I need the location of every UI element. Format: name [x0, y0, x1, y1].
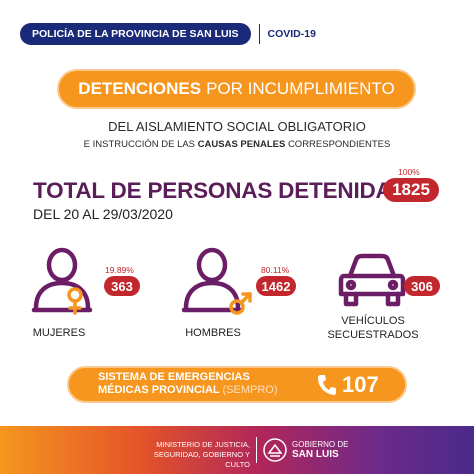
subtitle-line2: E INSTRUCCIÓN DE LAS CAUSAS PENALES CORR…	[0, 139, 474, 150]
vehicles-label: VEHÍCULOS SECUESTRADOS	[318, 314, 428, 342]
government-label: GOBIERNO DE SAN LUIS	[292, 440, 348, 460]
ministry-line1: MINISTERIO DE JUSTICIA,	[156, 440, 250, 449]
footer-divider	[256, 437, 257, 463]
date-range: DEL 20 AL 29/03/2020	[33, 206, 173, 222]
total-percent: 100%	[398, 167, 420, 177]
phone-icon	[318, 375, 336, 395]
vehicles-label-line2: SECUESTRADOS	[327, 329, 419, 341]
title-bold: DETENCIONES	[78, 79, 202, 98]
ministry-label: MINISTERIO DE JUSTICIA, SEGURIDAD, GOBIE…	[142, 440, 250, 470]
men-badge: 1462	[256, 276, 296, 296]
subtitle-line2-bold: CAUSAS PENALES	[197, 139, 286, 150]
person-female-icon	[30, 246, 94, 325]
ministry-line2: SEGURIDAD, GOBIERNO Y CULTO	[153, 450, 250, 469]
sempro-line2: MÉDICAS PROVINCIAL (SEMPRO)	[98, 384, 277, 397]
subtitle-line2-post: CORRESPONDIENTES	[287, 139, 391, 150]
subtitle-line1: DEL AISLAMIENTO SOCIAL OBLIGATORIO	[108, 119, 366, 134]
sempro-phone-number: 107	[342, 372, 379, 397]
title-rest: POR INCUMPLIMIENTO	[206, 79, 395, 98]
header-bar: POLICÍA DE LA PROVINCIA DE SAN LUIS COVI…	[20, 23, 316, 45]
topic-label: COVID-19	[267, 28, 316, 40]
sempro-phone[interactable]: 107	[317, 372, 379, 398]
vehicles-label-line1: VEHÍCULOS	[341, 315, 405, 327]
footer-bar: MINISTERIO DE JUSTICIA, SEGURIDAD, GOBIE…	[0, 426, 474, 474]
men-label: HOMBRES	[185, 327, 241, 339]
sempro-line2-main: MÉDICAS PROVINCIAL	[98, 384, 220, 396]
sempro-tag: (SEMPRO)	[222, 384, 278, 396]
car-icon	[336, 250, 408, 315]
vehicles-badge: 306	[404, 276, 440, 296]
sempro-line1: SISTEMA DE EMERGENCIAS	[98, 371, 250, 383]
province-seal-icon	[262, 437, 288, 468]
sempro-text: SISTEMA DE EMERGENCIAS MÉDICAS PROVINCIA…	[98, 371, 277, 397]
org-label: POLICÍA DE LA PROVINCIA DE SAN LUIS	[20, 23, 251, 45]
gov-line1: GOBIERNO DE	[292, 440, 349, 449]
total-label: TOTAL DE PERSONAS DETENIDAS:	[33, 178, 414, 203]
header-divider	[258, 24, 260, 44]
title-banner: DETENCIONES POR INCUMPLIMIENTO	[57, 69, 416, 109]
gov-line2: SAN LUIS	[292, 449, 339, 460]
sempro-banner: SISTEMA DE EMERGENCIAS MÉDICAS PROVINCIA…	[67, 366, 407, 403]
total-badge: 1825	[383, 178, 439, 202]
male-symbol-icon	[228, 290, 254, 321]
women-percent: 19.89%	[105, 265, 134, 275]
women-label: MUJERES	[32, 327, 86, 339]
female-symbol-icon	[66, 287, 84, 320]
women-badge: 363	[104, 276, 140, 296]
men-percent: 80.11%	[261, 265, 290, 275]
subtitle-line2-pre: E INSTRUCCIÓN DE LAS	[83, 139, 196, 150]
